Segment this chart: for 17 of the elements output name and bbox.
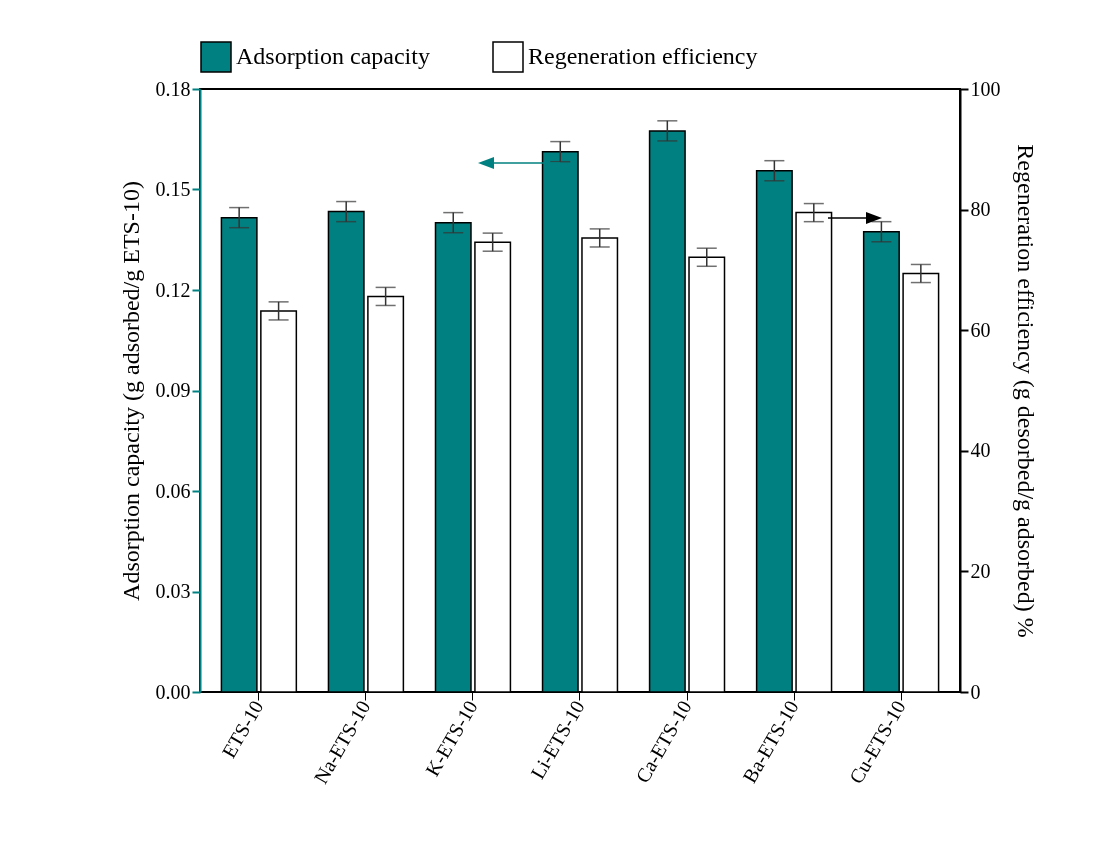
y2-tick-label: 20 <box>970 559 991 582</box>
y-tick-label: 0.18 <box>155 77 191 100</box>
legend-label: Adsorption capacity <box>236 43 430 69</box>
y2-tick-label: 100 <box>970 77 1001 100</box>
legend-label: Regeneration efficiency <box>528 43 758 69</box>
y-tick-label: 0.15 <box>155 178 191 200</box>
y-tick-label: 0.03 <box>155 580 191 602</box>
y2-tick-label: 60 <box>970 318 991 341</box>
y-tick-label: 0.00 <box>155 680 191 703</box>
y2-axis-title: Regeneration efficiency (g desorbed/g adsorbed) % <box>1012 144 1039 638</box>
y-tick-label: 0.06 <box>155 479 191 502</box>
y-tick-label: 0.12 <box>155 278 191 301</box>
y-tick-label: 0.09 <box>155 379 191 401</box>
y2-tick-label: 40 <box>970 439 991 462</box>
y2-tick-label: 80 <box>970 198 991 221</box>
y2-tick-label: 0 <box>970 680 981 703</box>
y-axis-title: Adsorption capacity (g adsorbed/g ETS-10) <box>117 181 144 601</box>
